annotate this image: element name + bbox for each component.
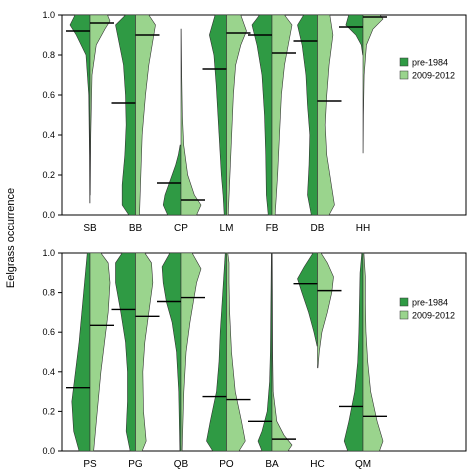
y-axis-label: Eelgrass occurrence (5, 188, 17, 288)
violin-half-post (271, 252, 293, 452)
legend-swatch (399, 297, 409, 307)
category-label: PS (83, 459, 97, 470)
violin-ba (248, 252, 296, 452)
violin-half-pre (257, 252, 273, 452)
violin-half-post (135, 252, 154, 452)
violin-half-post (226, 252, 246, 452)
legend-swatch (399, 70, 409, 80)
violin-half-post (271, 14, 293, 216)
category-label: FB (266, 223, 279, 234)
legend-label: 2009-2012 (412, 311, 455, 321)
violin-half-pre (115, 14, 136, 216)
violin-half-pre (161, 252, 182, 452)
violin-half-pre (345, 14, 364, 56)
violin-half-post (226, 14, 247, 216)
violin-half-post (135, 14, 156, 216)
violin-half-post (180, 28, 202, 216)
category-label: PG (128, 459, 143, 470)
violin-hh (339, 14, 387, 154)
violin-half-pre (297, 252, 318, 347)
violin-half-pre (251, 14, 273, 216)
violin-half-post (317, 252, 334, 369)
legend: pre-1984 2009-2012 (399, 57, 455, 81)
category-label: PO (219, 459, 234, 470)
y-tick-label: 0.0 (42, 210, 55, 220)
violin-half-pre (343, 252, 364, 452)
category-label: SB (83, 223, 97, 234)
violin-qb (157, 252, 205, 452)
y-tick-label: 0.0 (42, 446, 55, 456)
category-label: BA (265, 459, 279, 470)
category-label: LM (220, 223, 234, 234)
violin-half-post (89, 14, 111, 196)
violin-half-pre (206, 252, 227, 452)
y-tick-label: 0.6 (42, 327, 55, 337)
y-tick-label: 0.4 (42, 130, 55, 140)
legend-label: pre-1984 (412, 58, 448, 68)
category-label: QM (355, 459, 371, 470)
violin-sb (66, 14, 114, 204)
legend-label: pre-1984 (412, 298, 448, 308)
legend-swatch (399, 57, 409, 67)
y-tick-label: 0.8 (42, 50, 55, 60)
violin-fb (248, 14, 296, 216)
violin-half-post (362, 252, 384, 452)
violin-half-pre (297, 14, 318, 216)
violin-db (293, 14, 342, 216)
y-tick-label: 0.4 (42, 367, 55, 377)
violin-half-post (180, 252, 202, 452)
y-tick-label: 0.8 (42, 288, 55, 298)
legend: pre-1984 2009-2012 (399, 297, 455, 321)
y-tick-label: 0.2 (42, 170, 55, 180)
violin-half-post (89, 252, 111, 452)
violin-half-pre (69, 14, 91, 204)
violin-half-post (362, 14, 384, 154)
category-label: HC (310, 459, 324, 470)
violin-lm (202, 14, 251, 216)
violin-qm (339, 252, 387, 452)
violin-half-pre (209, 14, 227, 216)
chart-panel-2: 0.0 0.2 0.4 0.6 0.8 1.0 PS PG QB PO BA HC QM pre-1984… (42, 248, 467, 470)
category-label: BB (129, 223, 143, 234)
violin-half-pre (71, 252, 91, 452)
y-tick-label: 0.2 (42, 406, 55, 416)
y-tick-label: 1.0 (42, 248, 55, 258)
violin-cp (157, 28, 205, 216)
violin-po (202, 252, 251, 452)
violin-half-pre (162, 144, 182, 216)
y-tick-label: 1.0 (42, 10, 55, 20)
violin-hc (293, 252, 342, 369)
chart-panel-1: 0.0 0.2 0.4 0.6 0.8 1.0 SB BB CP LM FB DB HH pre-1984… (42, 10, 467, 234)
category-label: HH (356, 223, 370, 234)
category-label: QB (174, 459, 189, 470)
y-tick-label: 0.6 (42, 90, 55, 100)
category-label: CP (174, 223, 188, 234)
category-label: DB (311, 223, 325, 234)
legend-label: 2009-2012 (412, 71, 455, 81)
violin-ps (66, 252, 114, 452)
legend-swatch (399, 310, 409, 320)
violin-half-post (317, 14, 335, 216)
violin-bb (111, 14, 160, 216)
violin-half-pre (115, 252, 136, 452)
violin-pg (111, 252, 160, 452)
